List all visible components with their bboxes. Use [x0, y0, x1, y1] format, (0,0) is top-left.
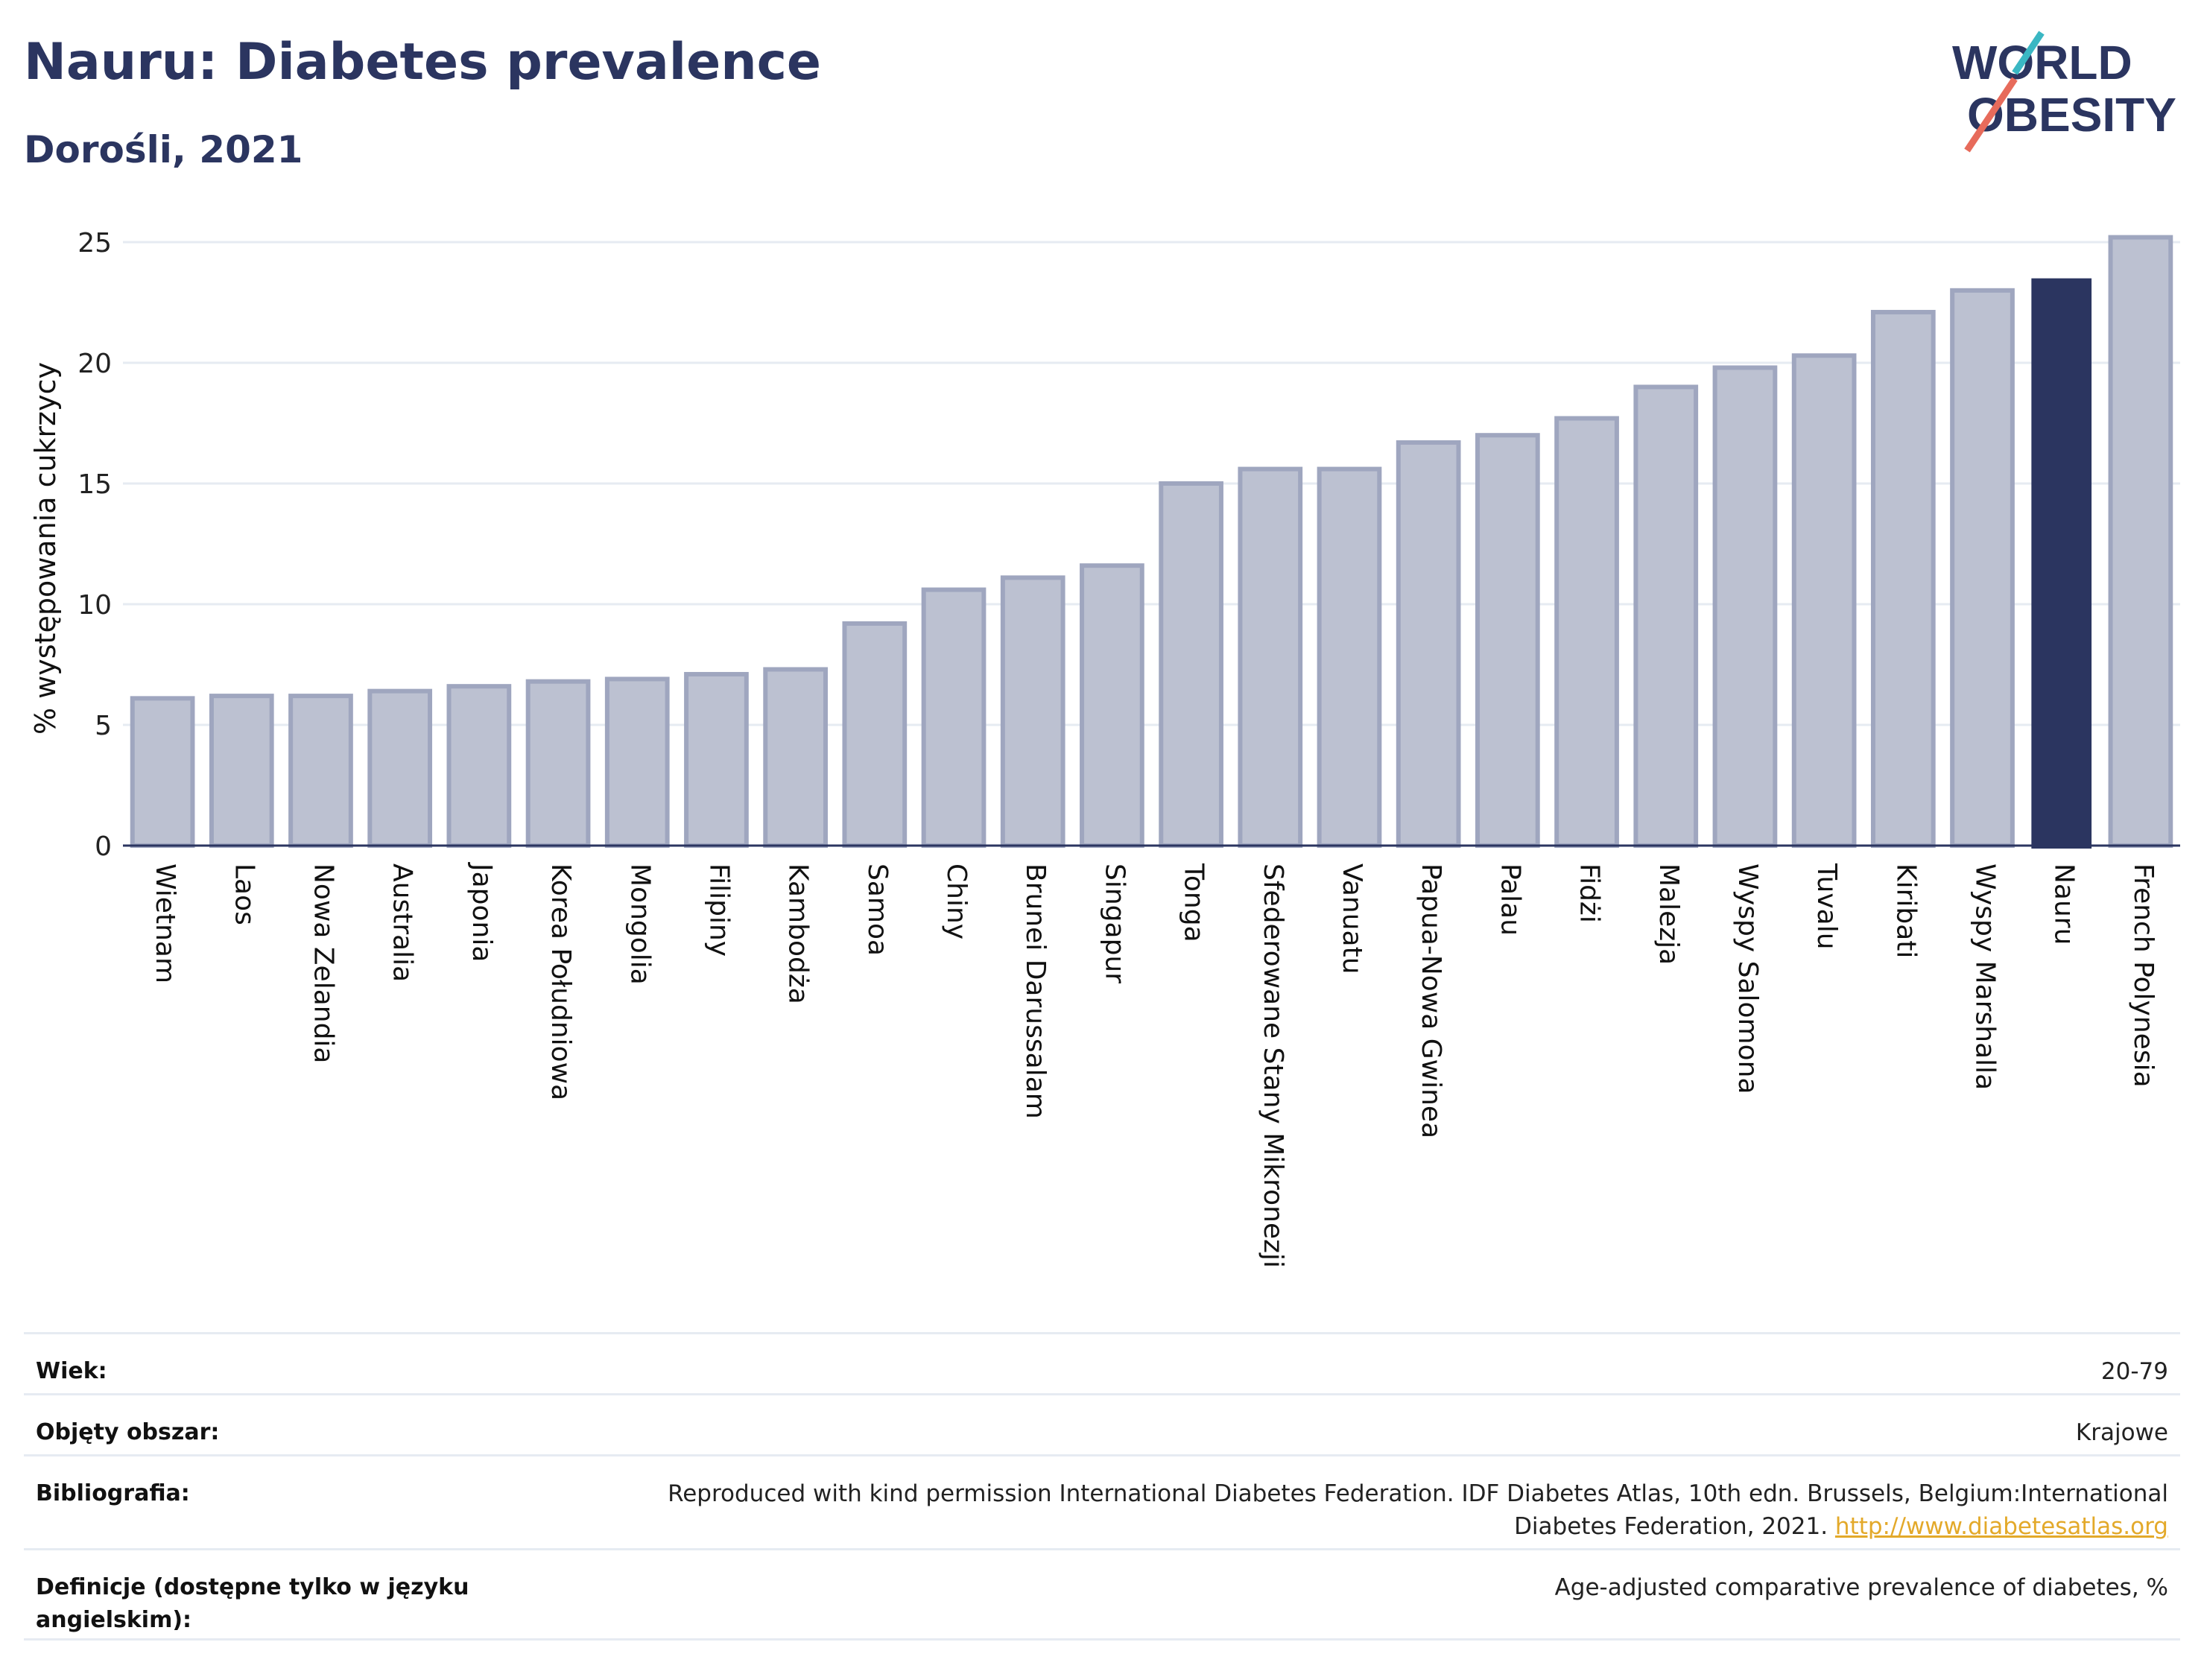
x-tick-label: Wietnam	[150, 863, 180, 983]
x-tick-label: Laos	[229, 863, 259, 925]
x-tick-label: Vanuatu	[1337, 863, 1367, 974]
info-value-definitions: Age-adjusted comparative prevalence of d…	[1554, 1574, 2168, 1601]
x-tick-label: Nauru	[2049, 863, 2080, 945]
bar-tuvalu	[1791, 353, 1857, 848]
x-tick-label: Samoa	[862, 863, 893, 956]
bar-kiribati	[1870, 309, 1936, 848]
x-tick-label: Korea Południowa	[545, 863, 576, 1100]
info-row-bibliography: Bibliografia: Reproduced with kind permi…	[24, 1454, 2180, 1548]
x-tick-label: Nowa Zelandia	[308, 863, 338, 1064]
x-tick-label: Tuvalu	[1811, 863, 1842, 950]
bar-nowa-zelandia	[288, 694, 353, 848]
y-axis-ticks: 0 5 10 15 20 25	[77, 228, 112, 862]
x-tick-label: French Polynesia	[2128, 863, 2159, 1088]
y-axis-label: % występowania cukrzycy	[29, 362, 62, 735]
x-tick-label: Kiribati	[1890, 863, 1921, 958]
x-tick-label: Fidżi	[1574, 863, 1605, 923]
x-tick-label: Australia	[387, 863, 418, 982]
x-tick-label: Singapur	[1099, 863, 1130, 983]
info-label-bibliography: Bibliografia:	[36, 1480, 190, 1506]
info-row-definitions: Definicje (dostępne tylko w języku angie…	[24, 1548, 2180, 1641]
x-axis-labels: Wietnam Laos Nowa Zelandia Australia Japonia…	[150, 862, 2159, 1268]
x-tick-label: Tonga	[1179, 863, 1209, 942]
bars	[130, 235, 2173, 849]
bar-fid-i	[1554, 416, 1619, 848]
x-tick-label: Japonia	[466, 862, 497, 962]
info-table: Wiek: 20-79 Objęty obszar: Krajowe Bibli…	[24, 1332, 2180, 1641]
info-value-age: 20-79	[2100, 1358, 2168, 1385]
bibliography-text: Reproduced with kind permission Internat…	[668, 1480, 2168, 1540]
info-label-age: Wiek:	[36, 1358, 107, 1384]
bar-malezja	[1633, 384, 1699, 848]
y-tick-label: 0	[95, 831, 112, 862]
chart-subtitle: Dorośli, 2021	[24, 128, 303, 171]
x-tick-label: Filipiny	[703, 863, 734, 957]
y-tick-label: 20	[77, 349, 112, 379]
x-tick-label: Wyspy Salomona	[1732, 863, 1763, 1094]
bar-japonia	[446, 684, 512, 848]
logo-slash-coral	[1964, 77, 2018, 153]
bar-vanuatu	[1317, 466, 1382, 848]
info-label-coverage: Objęty obszar:	[36, 1419, 220, 1445]
world-obesity-logo[interactable]: WORLD OBESITY	[1945, 30, 2191, 156]
bar-australia	[367, 688, 433, 849]
x-tick-label: Kambodża	[783, 863, 814, 1004]
bar-french-polynesia	[2108, 235, 2173, 848]
bar-wyspy-salomona	[1712, 365, 1778, 849]
bar-palau	[1475, 433, 1540, 848]
x-tick-label: Palau	[1495, 863, 1525, 936]
info-value-bibliography: Reproduced with kind permission Internat…	[604, 1477, 2168, 1543]
info-label-definitions: Definicje (dostępne tylko w języku angie…	[36, 1574, 469, 1633]
info-value-coverage: Krajowe	[2075, 1419, 2168, 1446]
y-tick-label: 10	[77, 590, 112, 621]
y-tick-label: 5	[95, 711, 112, 741]
x-tick-label: Mongolia	[624, 863, 655, 985]
bar-chart: 0 5 10 15 20 25 Wietnam Laos Nowa Zelandia Austr…	[29, 228, 2180, 1268]
logo-slash-teal	[2012, 31, 2045, 75]
diabetesatlas-link[interactable]: http://www.diabetesatlas.org	[1834, 1513, 2168, 1540]
bar-sfederowane-stany-mikronezji	[1238, 466, 1303, 848]
bar-mongolia	[604, 676, 670, 848]
x-tick-label: Wyspy Marshalla	[1970, 863, 2001, 1090]
bar-singapur	[1080, 563, 1144, 848]
bar-chiny	[921, 587, 987, 848]
bar-kambod-a	[763, 667, 828, 848]
bar-samoa	[842, 621, 908, 848]
chart-title: Nauru: Diabetes prevalence	[24, 33, 822, 92]
y-tick-label: 25	[77, 228, 112, 259]
x-tick-label: Sfederowane Stany Mikronezji	[1258, 863, 1288, 1268]
x-tick-label: Malezja	[1653, 863, 1684, 965]
bar-korea-po-udniowa	[525, 679, 591, 848]
logo-line1: WORLD	[1952, 36, 2132, 89]
bar-nauru	[2031, 278, 2092, 849]
bar-brunei-darussalam	[1000, 575, 1065, 848]
bar-tonga	[1159, 481, 1223, 848]
bar-filipiny	[684, 671, 749, 849]
bar-laos	[209, 694, 274, 848]
bar-wietnam	[130, 696, 195, 848]
bar-wyspy-marshalla	[1950, 288, 2015, 848]
x-tick-label: Papua-Nowa Gwinea	[1416, 863, 1446, 1138]
y-tick-label: 15	[77, 469, 112, 500]
x-tick-label: Brunei Darussalam	[1020, 863, 1051, 1119]
bar-papua-nowa-gwinea	[1396, 440, 1461, 848]
info-row-coverage: Objęty obszar: Krajowe	[24, 1393, 2180, 1454]
x-tick-label: Chiny	[941, 863, 972, 939]
info-row-age: Wiek: 20-79	[24, 1332, 2180, 1393]
